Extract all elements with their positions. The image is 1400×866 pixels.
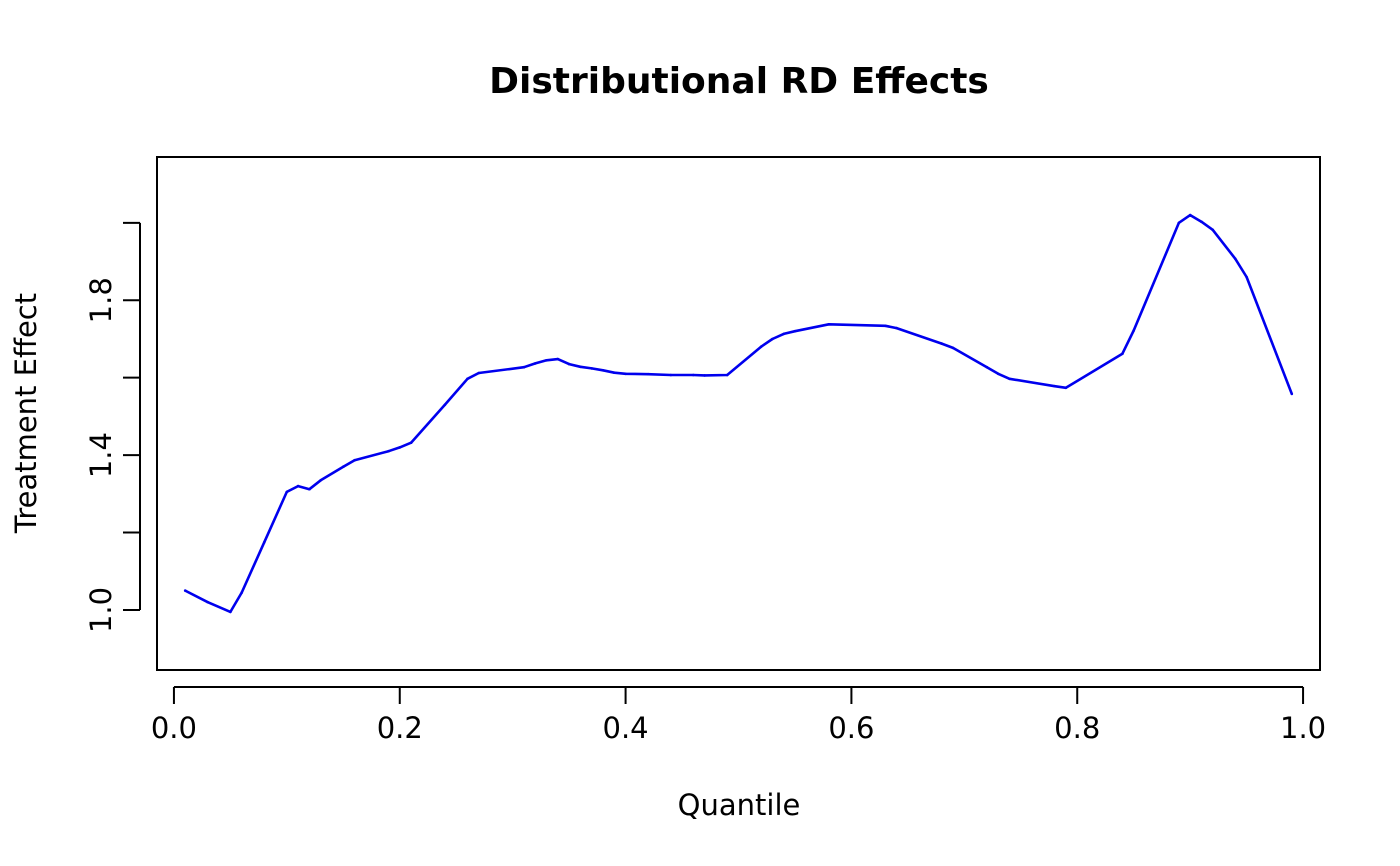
data-point [567, 362, 571, 366]
data-point [940, 342, 943, 345]
data-point [759, 345, 763, 349]
data-point [613, 371, 616, 375]
data-point [353, 458, 356, 462]
y-tick-label: 1.0 [84, 587, 118, 633]
data-point [793, 329, 797, 333]
data-point [624, 372, 627, 376]
data-point [782, 332, 785, 336]
data-point [1064, 386, 1068, 390]
data-point [884, 324, 887, 328]
x-tick-label: 0.6 [828, 711, 874, 745]
data-point [409, 441, 413, 445]
y-axis: 1.0 1.4 1.8 [84, 221, 141, 633]
data-point [522, 365, 526, 369]
data-point [443, 403, 447, 407]
y-axis-label: Treatment Effect [9, 293, 43, 534]
data-point [477, 371, 481, 375]
data-point [692, 373, 695, 377]
data-point [895, 326, 898, 330]
data-point [703, 374, 706, 377]
data-point [296, 484, 300, 488]
x-axis: 0.0 0.2 0.4 0.6 0.8 1.0 [151, 686, 1326, 745]
chart-title: Distributional RD Effects [489, 61, 989, 102]
data-point [771, 337, 774, 341]
data-point [1290, 392, 1294, 396]
y-tick-label: 1.4 [84, 432, 118, 478]
data-point [601, 369, 605, 372]
data-point [398, 446, 402, 449]
data-point [985, 365, 989, 369]
data-point [319, 479, 323, 482]
x-tick-label: 0.0 [151, 711, 197, 745]
data-point [1008, 377, 1011, 381]
data-point [534, 362, 537, 365]
data-point [556, 357, 560, 361]
data-point [1132, 329, 1135, 332]
data-point [579, 365, 582, 369]
x-axis-label: Quantile [678, 788, 801, 822]
x-tick-label: 1.0 [1280, 711, 1326, 745]
data-point [1200, 220, 1203, 223]
data-point [725, 373, 729, 377]
data-point [646, 372, 650, 376]
data-point [308, 487, 311, 491]
data-point [1121, 352, 1124, 356]
x-tick-label: 0.4 [603, 711, 649, 745]
data-point [1188, 213, 1192, 217]
y-tick-label: 1.8 [84, 277, 118, 323]
data-point [183, 589, 187, 592]
series-layer [183, 213, 1294, 614]
data-point [1211, 228, 1214, 232]
data-point [590, 367, 593, 370]
data-point [996, 372, 1000, 376]
data-point [1177, 221, 1181, 225]
plot-frame [156, 156, 1321, 671]
data-point [342, 465, 345, 469]
data-point [669, 373, 673, 377]
data-point [1053, 384, 1056, 388]
x-tick-label: 0.8 [1054, 711, 1100, 745]
data-point [240, 591, 243, 594]
data-point [951, 346, 955, 350]
data-point [1245, 275, 1248, 279]
data-point [466, 377, 469, 381]
data-point [827, 323, 831, 326]
series-points [183, 213, 1294, 614]
data-point [263, 540, 266, 544]
data-point [1234, 257, 1237, 261]
data-point [285, 490, 289, 494]
data-point [206, 600, 210, 604]
x-tick-label: 0.2 [377, 711, 423, 745]
data-point [387, 449, 390, 453]
data-point [545, 359, 548, 362]
data-point [229, 610, 232, 614]
series-line [184, 213, 1294, 614]
